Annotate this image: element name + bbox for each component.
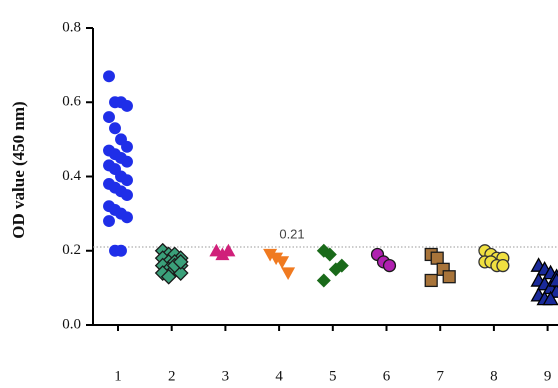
data-point — [172, 253, 189, 270]
data-point — [430, 251, 444, 265]
data-point — [121, 174, 133, 187]
y-tick-label: 0.2 — [62, 242, 81, 258]
data-point — [322, 247, 337, 262]
y-tick-label: 0.0 — [62, 316, 81, 332]
x-tick-label: 7 — [436, 368, 444, 384]
x-tick-label: 9 — [544, 368, 552, 384]
y-tick-label: 0.6 — [62, 94, 81, 110]
data-point — [121, 140, 133, 153]
data-point — [121, 189, 133, 202]
data-point — [215, 247, 230, 261]
x-tick-label: 2 — [168, 368, 176, 384]
data-point — [281, 267, 296, 281]
data-point — [121, 100, 133, 112]
x-tick-label: 4 — [275, 368, 283, 384]
x-tick-label: 6 — [383, 368, 391, 384]
data-point — [263, 248, 278, 262]
data-point — [103, 70, 115, 83]
data-point — [103, 111, 115, 124]
data-point — [316, 273, 331, 288]
data-point — [548, 272, 558, 287]
y-axis-label: OD value (450 nm) — [9, 101, 28, 238]
data-point — [382, 258, 397, 273]
data-point — [221, 243, 236, 257]
data-point — [542, 290, 558, 306]
x-tick-label: 1 — [114, 368, 122, 384]
data-point — [109, 122, 121, 135]
data-point — [442, 270, 456, 284]
x-tick-label: 3 — [222, 368, 230, 384]
data-point — [424, 273, 438, 288]
x-tick-label: 8 — [490, 368, 498, 384]
x-tick-label: 5 — [329, 368, 337, 384]
y-tick-label: 0.4 — [62, 168, 81, 184]
threshold-label: 0.21 — [279, 226, 304, 241]
data-point — [103, 215, 115, 227]
data-point — [121, 155, 133, 168]
data-point — [115, 244, 127, 257]
data-point — [160, 268, 177, 285]
data-point — [496, 258, 510, 273]
y-tick-label: 0.8 — [62, 19, 81, 35]
data-point — [275, 256, 290, 269]
data-point — [334, 258, 349, 273]
data-point — [121, 211, 133, 224]
data-point — [269, 252, 284, 266]
